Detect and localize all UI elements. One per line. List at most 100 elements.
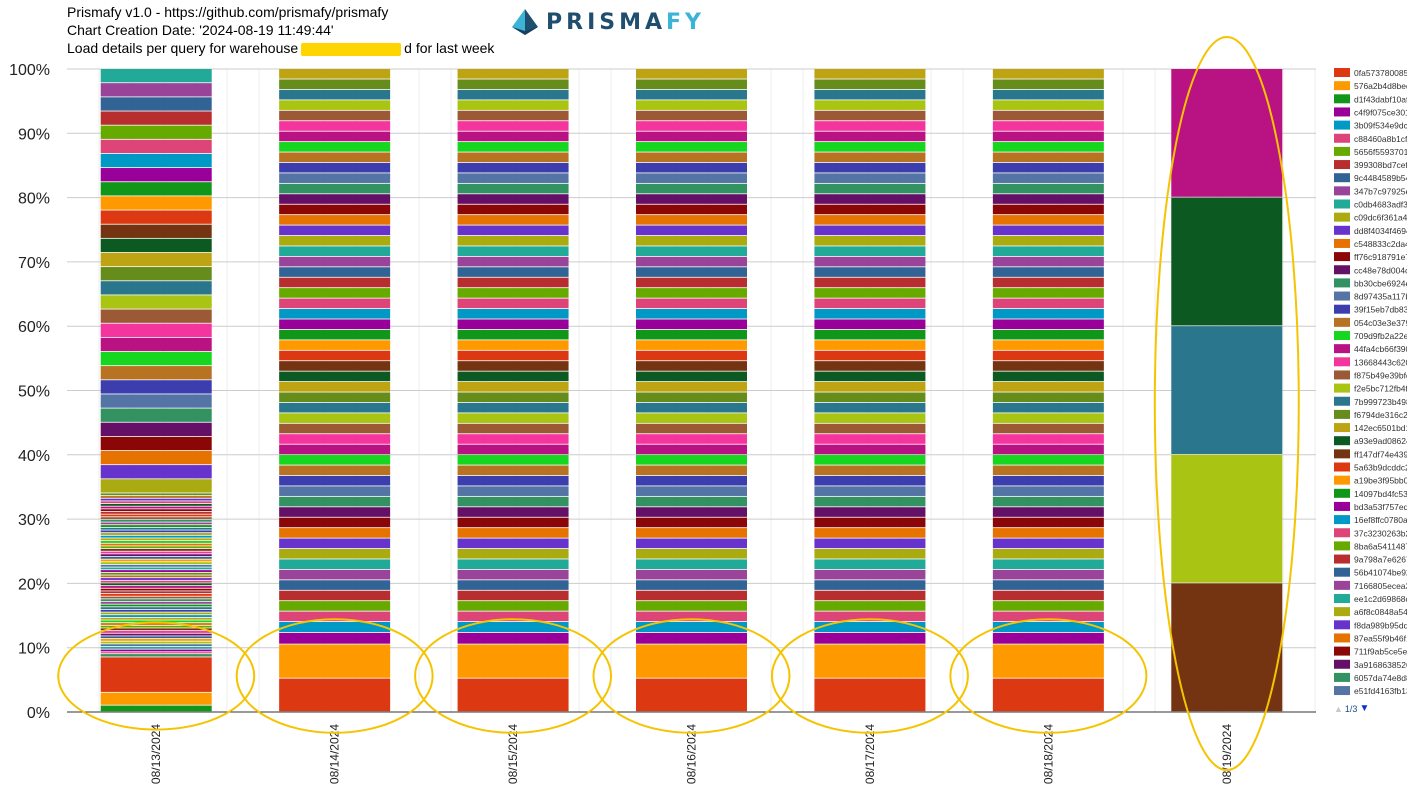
bar-segment[interactable] bbox=[457, 486, 569, 496]
bar-segment[interactable] bbox=[100, 588, 212, 591]
bar-segment[interactable] bbox=[814, 444, 926, 455]
bar-segment[interactable] bbox=[457, 225, 569, 236]
bar-segment[interactable] bbox=[814, 89, 926, 100]
bar-segment[interactable] bbox=[100, 654, 212, 657]
bar-segment[interactable] bbox=[279, 256, 391, 267]
bar-segment[interactable] bbox=[279, 538, 391, 549]
bar-segment[interactable] bbox=[100, 366, 212, 380]
bar-segment[interactable] bbox=[636, 100, 747, 110]
bar-segment[interactable] bbox=[100, 580, 212, 583]
bar-segment[interactable] bbox=[814, 246, 926, 257]
bar-segment[interactable] bbox=[457, 246, 569, 257]
bar-segment[interactable] bbox=[457, 548, 569, 559]
bar-segment[interactable] bbox=[100, 506, 212, 509]
bar-segment[interactable] bbox=[636, 486, 747, 496]
bar-segment[interactable] bbox=[992, 329, 1104, 340]
bar-segment[interactable] bbox=[100, 620, 212, 623]
bar-segment[interactable] bbox=[457, 678, 569, 712]
bar-segment[interactable] bbox=[992, 246, 1104, 257]
bar-segment[interactable] bbox=[279, 434, 391, 444]
bar-segment[interactable] bbox=[636, 183, 747, 194]
bar-segment[interactable] bbox=[636, 559, 747, 570]
bar-segment[interactable] bbox=[992, 162, 1104, 173]
bar-segment[interactable] bbox=[814, 548, 926, 559]
bar-segment[interactable] bbox=[100, 501, 212, 504]
bar-segment[interactable] bbox=[279, 517, 391, 528]
bar-segment[interactable] bbox=[636, 319, 747, 330]
bar-segment[interactable] bbox=[814, 559, 926, 570]
bar-segment[interactable] bbox=[279, 569, 391, 580]
bar-segment[interactable] bbox=[279, 152, 391, 163]
bar-segment[interactable] bbox=[992, 632, 1104, 644]
bar-segment[interactable] bbox=[992, 678, 1104, 712]
bar-segment[interactable] bbox=[992, 183, 1104, 194]
bar-segment[interactable] bbox=[457, 131, 569, 142]
bar-segment[interactable] bbox=[457, 350, 569, 361]
bar-segment[interactable] bbox=[100, 503, 212, 506]
bar-segment[interactable] bbox=[457, 142, 569, 152]
bar-segment[interactable] bbox=[636, 215, 747, 225]
bar-segment[interactable] bbox=[457, 538, 569, 549]
bar-segment[interactable] bbox=[100, 139, 212, 154]
bar-segment[interactable] bbox=[814, 288, 926, 298]
bar-segment[interactable] bbox=[100, 564, 212, 567]
bar-segment[interactable] bbox=[457, 444, 569, 455]
bar-segment[interactable] bbox=[100, 599, 212, 602]
bar-segment[interactable] bbox=[279, 215, 391, 225]
bar-segment[interactable] bbox=[457, 340, 569, 350]
bar-segment[interactable] bbox=[457, 110, 569, 121]
bar-segment[interactable] bbox=[100, 591, 212, 594]
bar-segment[interactable] bbox=[992, 288, 1104, 298]
bar-segment[interactable] bbox=[814, 361, 926, 371]
bar-segment[interactable] bbox=[100, 527, 212, 530]
bar-segment[interactable] bbox=[100, 210, 212, 224]
bar-segment[interactable] bbox=[100, 535, 212, 538]
bar-segment[interactable] bbox=[636, 632, 747, 644]
bar-segment[interactable] bbox=[636, 413, 747, 423]
bar-segment[interactable] bbox=[636, 131, 747, 142]
bar-segment[interactable] bbox=[992, 194, 1104, 204]
bar-segment[interactable] bbox=[636, 361, 747, 371]
bar-segment[interactable] bbox=[279, 580, 391, 590]
bar-segment[interactable] bbox=[100, 623, 212, 625]
bar-segment[interactable] bbox=[992, 256, 1104, 267]
legend-prev-page-icon[interactable]: ▲ bbox=[1334, 703, 1343, 714]
bar-segment[interactable] bbox=[100, 498, 212, 501]
bar-segment[interactable] bbox=[279, 548, 391, 559]
bar-segment[interactable] bbox=[457, 256, 569, 267]
bar-segment[interactable] bbox=[457, 621, 569, 633]
bar-segment[interactable] bbox=[1171, 197, 1283, 326]
bar-segment[interactable] bbox=[814, 100, 926, 110]
bar-segment[interactable] bbox=[100, 562, 212, 565]
bar-segment[interactable] bbox=[636, 434, 747, 444]
bar-segment[interactable] bbox=[636, 569, 747, 580]
bar-segment[interactable] bbox=[279, 162, 391, 173]
bar-segment[interactable] bbox=[636, 496, 747, 507]
bar-segment[interactable] bbox=[814, 434, 926, 444]
bar-segment[interactable] bbox=[100, 83, 212, 97]
bar-segment[interactable] bbox=[100, 567, 212, 570]
bar-segment[interactable] bbox=[457, 559, 569, 570]
bar-segment[interactable] bbox=[457, 601, 569, 611]
bar-segment[interactable] bbox=[814, 465, 926, 476]
bar-segment[interactable] bbox=[814, 225, 926, 236]
bar-segment[interactable] bbox=[992, 475, 1104, 486]
bar-segment[interactable] bbox=[992, 601, 1104, 611]
bar-segment[interactable] bbox=[100, 546, 212, 549]
bar-segment[interactable] bbox=[100, 224, 212, 238]
bar-segment[interactable] bbox=[814, 455, 926, 465]
bar-segment[interactable] bbox=[814, 173, 926, 183]
bar-segment[interactable] bbox=[457, 580, 569, 590]
bar-segment[interactable] bbox=[992, 152, 1104, 163]
bar-segment[interactable] bbox=[279, 392, 391, 403]
bar-segment[interactable] bbox=[100, 554, 212, 557]
bar-segment[interactable] bbox=[100, 556, 212, 559]
bar-segment[interactable] bbox=[814, 298, 926, 309]
bar-segment[interactable] bbox=[279, 225, 391, 236]
bar-segment[interactable] bbox=[992, 308, 1104, 319]
bar-segment[interactable] bbox=[814, 413, 926, 423]
bar-segment[interactable] bbox=[279, 644, 391, 678]
bar-segment[interactable] bbox=[279, 121, 391, 131]
bar-segment[interactable] bbox=[814, 194, 926, 204]
bar-segment[interactable] bbox=[992, 465, 1104, 476]
